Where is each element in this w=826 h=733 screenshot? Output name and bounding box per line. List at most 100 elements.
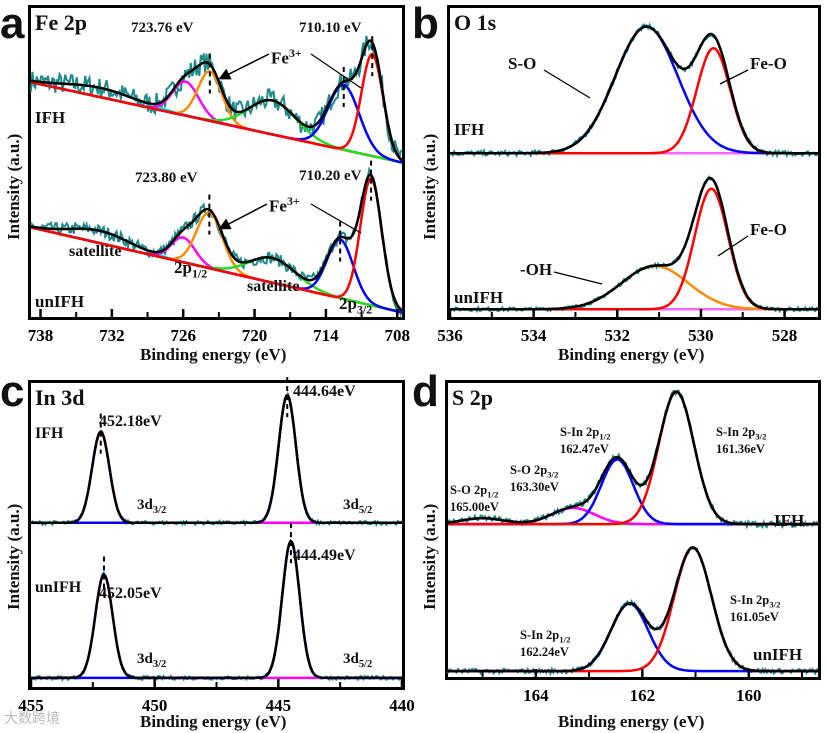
d32-sub: 3/2 <box>152 659 167 670</box>
x-tick-label: 532 <box>605 326 631 345</box>
panel-letter-a: a <box>0 0 25 48</box>
x-tick-label: 160 <box>736 686 762 705</box>
panel-s2p: 164 162 160 S 2p S-O 2p1/2 165.00eV S-O 2p3… <box>445 380 821 705</box>
x-axis-title: Binding energy (eV) <box>558 712 705 731</box>
x-tick-label: 528 <box>772 326 798 345</box>
sample-label-ifh: IFH <box>35 108 66 127</box>
x-tick-label: 440 <box>389 696 415 715</box>
d52-sub: 5/2 <box>358 659 373 670</box>
peak-label: 710.20 eV <box>299 168 362 184</box>
x-tick-label: 720 <box>242 326 267 345</box>
s2p-plot: 164 162 160 <box>447 389 819 705</box>
so32-label: S-O 2p3/2 163.30eV <box>510 463 559 494</box>
feo-label: Fe-O <box>750 54 787 73</box>
panel-letter-d: d <box>412 367 439 416</box>
label-sub: 1/2 <box>559 634 571 645</box>
x-tick-label: 164 <box>523 686 549 705</box>
x-tick-label: 714 <box>313 326 339 345</box>
fe2p-plot: 738 732 726 720 714 708 <box>28 35 410 345</box>
panel-o1s: 536 534 532 530 528 O 1s S-O Fe-O IFH Fe-O -… <box>437 5 821 345</box>
p32-label: 2p3/2 <box>339 294 372 317</box>
fe3-sup: 3+ <box>286 194 300 208</box>
fit-component-710.2 <box>30 177 403 312</box>
peak-label: 452.18eV <box>99 413 162 430</box>
in3d-plot: 455 450 445 440 <box>18 377 415 715</box>
sample-label-unifh: unIFH <box>753 645 803 664</box>
x-tick-label: 708 <box>384 326 410 345</box>
d52-text: 3d <box>343 497 359 513</box>
d52-text: 3d <box>343 651 359 667</box>
energy-text: 162.24eV <box>520 644 569 659</box>
oh-label: -OH <box>520 260 553 279</box>
panel-title: O 1s <box>454 10 497 35</box>
label-text: S-In 2p <box>716 425 756 439</box>
x-tick-label: 534 <box>521 326 547 345</box>
d52-label: 3d5/2 <box>343 651 372 670</box>
fe3-text: Fe <box>271 48 289 68</box>
peak-label: 444.49eV <box>293 547 356 564</box>
panel-letter-c: c <box>0 367 25 416</box>
panel-in3d: 455 450 445 440 In 3d IFH 452.18eV 444.64eV… <box>18 377 415 715</box>
fit-component-531.3 <box>450 25 818 155</box>
y-axis-title: Intensity (a.u.) <box>4 133 23 240</box>
p12-text: 2p <box>174 258 192 277</box>
energy-text: 161.05eV <box>730 609 779 624</box>
label-text: S-O 2p <box>450 483 488 497</box>
p32-text: 2p <box>339 294 357 313</box>
x-tick-label: 738 <box>28 326 53 345</box>
peak-label: 452.05eV <box>99 585 162 602</box>
energy-text: 163.30eV <box>510 479 559 494</box>
fit-envelope-IFH <box>450 25 818 155</box>
energy-text: 165.00eV <box>450 499 499 514</box>
x-tick-label: 536 <box>437 326 463 345</box>
energy-text: 161.36eV <box>716 441 765 456</box>
o1s-plot: 536 534 532 530 528 <box>437 22 819 345</box>
sample-label-unifh: unIFH <box>35 292 85 311</box>
x-axis-title: Binding energy (eV) <box>140 712 287 731</box>
satellite-label: satellite <box>69 243 122 260</box>
un32-label: S-In 2p3/2 161.05eV <box>730 593 780 624</box>
p12-label: 2p1/2 <box>174 258 207 281</box>
fit-envelope-IFH <box>30 39 403 162</box>
so12-label: S-O 2p1/2 165.00eV <box>450 483 499 514</box>
panel-title: In 3d <box>35 385 85 410</box>
energy-text: 162.47eV <box>560 441 609 456</box>
fit-envelope-IFH <box>31 394 402 525</box>
satellite-label: satellite <box>247 278 300 295</box>
d52-sub: 5/2 <box>358 505 373 516</box>
fit-component-710.1 <box>30 52 403 162</box>
label-sub: 1/2 <box>487 489 499 500</box>
peak-label: 710.10 eV <box>299 20 362 36</box>
d32-text: 3d <box>137 497 153 513</box>
d52-label: 3d5/2 <box>343 497 372 516</box>
d32-label: 3d3/2 <box>137 651 166 670</box>
panel-fe2p: 738 732 726 720 714 708 Fe 2p 723.76 eV 710.1… <box>28 5 410 345</box>
sample-label-ifh: IFH <box>454 120 485 139</box>
raw-data-IFH <box>449 22 819 159</box>
p12-sub: 1/2 <box>191 266 208 281</box>
panel-title: S 2p <box>452 385 493 410</box>
sin12-label: S-In 2p1/2 162.47eV <box>560 425 610 456</box>
un12-label: S-In 2p1/2 162.24eV <box>520 628 570 659</box>
sample-label-unifh: unIFH <box>454 288 504 307</box>
label-text: S-In 2p <box>730 593 770 607</box>
fit-envelope-unIFH <box>450 176 818 311</box>
label-text: S-In 2p <box>560 425 600 439</box>
x-tick-label: 450 <box>142 696 168 715</box>
fit-component-161.36 <box>448 390 818 526</box>
raw-data-IFH <box>30 35 403 159</box>
panel-title: Fe 2p <box>35 10 87 35</box>
x-tick-label: 732 <box>99 326 125 345</box>
fit-component-162.47 <box>448 458 818 526</box>
fit-envelope-unIFH <box>448 546 818 673</box>
fe3-label: Fe3+ <box>269 194 300 217</box>
fit-envelope-unIFH <box>30 173 403 312</box>
sample-label-ifh: IFH <box>35 425 64 442</box>
label-text: S-In 2p <box>520 628 560 642</box>
panel-letter-b: b <box>412 0 439 48</box>
x-axis-title: Binding energy (eV) <box>140 345 287 364</box>
sample-label-unifh: unIFH <box>35 579 82 596</box>
label-sub: 1/2 <box>599 431 611 442</box>
fe3-sup: 3+ <box>288 46 302 60</box>
